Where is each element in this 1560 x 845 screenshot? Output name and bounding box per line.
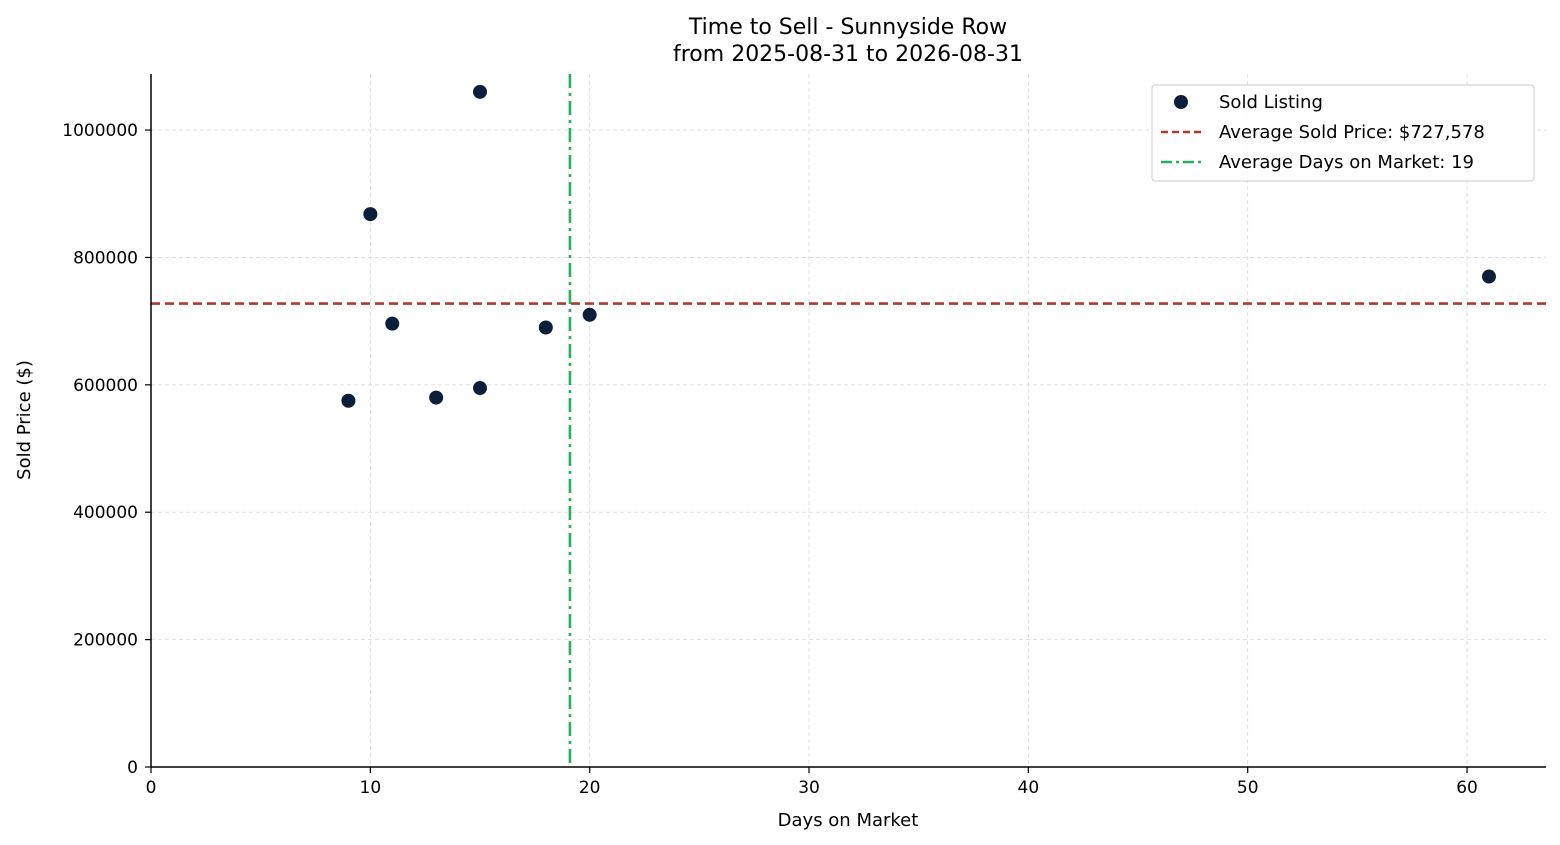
legend-label-sold-listing: Sold Listing xyxy=(1219,92,1323,113)
legend-label-average-days: Average Days on Market: 19 xyxy=(1219,152,1474,173)
chart-title: Time to Sell - Sunnyside Row xyxy=(688,15,1007,40)
data-point xyxy=(385,316,400,331)
x-tick-label: 20 xyxy=(579,778,601,798)
data-point xyxy=(429,390,444,405)
x-tick-label: 30 xyxy=(798,778,820,798)
legend-box xyxy=(1151,84,1535,182)
x-tick-label: 50 xyxy=(1237,778,1259,798)
y-tick-label: 600000 xyxy=(73,376,138,396)
data-points xyxy=(341,84,1496,408)
x-axis-label: Days on Market xyxy=(778,810,919,831)
y-axis-ticks: 0 200000 400000 600000 800000 1000000 xyxy=(62,121,151,778)
data-point xyxy=(473,381,488,396)
x-tick-label: 40 xyxy=(1018,778,1040,798)
y-tick-label: 200000 xyxy=(73,631,138,651)
x-tick-label: 60 xyxy=(1456,778,1478,798)
y-axis-label: Sold Price ($) xyxy=(14,360,35,480)
data-point xyxy=(1481,269,1496,284)
legend-marker-sold-listing xyxy=(1174,95,1188,109)
y-tick-label: 800000 xyxy=(73,248,138,268)
reference-lines xyxy=(151,74,1546,767)
x-axis-ticks: 0 10 20 30 40 50 60 xyxy=(146,767,1478,798)
y-tick-label: 400000 xyxy=(73,503,138,523)
legend: Sold Listing Average Sold Price: $727,57… xyxy=(1151,84,1535,182)
data-point xyxy=(473,84,488,99)
y-tick-label: 0 xyxy=(127,758,138,778)
data-point xyxy=(341,393,356,408)
data-point xyxy=(582,307,597,322)
x-tick-label: 0 xyxy=(146,778,157,798)
chart-subtitle: from 2025-08-31 to 2026-08-31 xyxy=(673,42,1023,67)
data-point xyxy=(363,207,378,222)
y-tick-label: 1000000 xyxy=(62,121,138,141)
data-point xyxy=(538,320,553,335)
legend-label-average-price: Average Sold Price: $727,578 xyxy=(1219,122,1485,143)
x-tick-label: 10 xyxy=(360,778,382,798)
